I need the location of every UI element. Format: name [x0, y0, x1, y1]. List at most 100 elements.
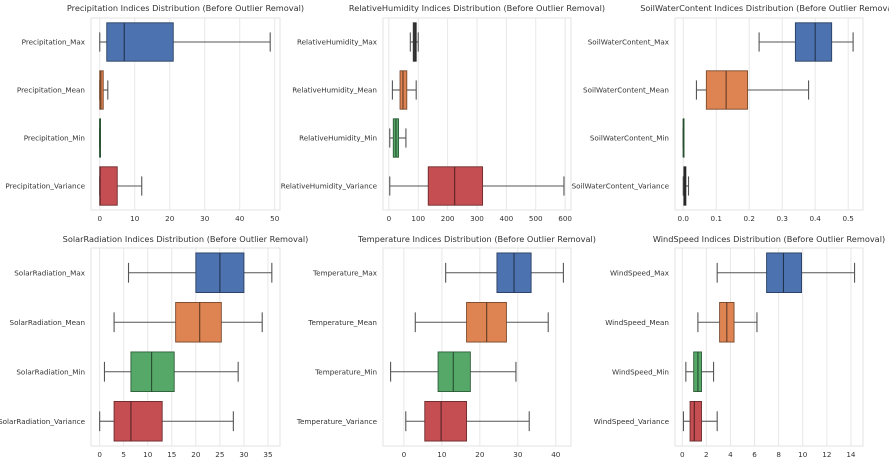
x-tick-label: 12: [822, 450, 831, 459]
box-Temperature_Mean: Temperature_Mean: [307, 302, 549, 343]
x-tick-label: 10: [437, 450, 447, 459]
x-tick-label: 2: [704, 450, 709, 459]
category-label: SoilWaterContent_Max: [588, 38, 670, 47]
chart-panel-2: RelativeHumidity Indices Distribution (B…: [281, 3, 605, 223]
plot-frame: [382, 247, 572, 447]
x-tick-label: 0: [97, 214, 102, 223]
plot-frame: [382, 17, 572, 211]
box-body: [794, 22, 833, 62]
box-body: [130, 351, 175, 393]
box-body: [705, 70, 749, 110]
category-label: WindSpeed_Variance: [594, 417, 670, 426]
category-label: Precipitation_Max: [22, 38, 86, 47]
box-SolarRadiation_Min: SolarRadiation_Min: [16, 351, 239, 393]
x-tick-label: 0.0: [678, 214, 690, 223]
box-Precipitation_Max: Precipitation_Max: [22, 22, 271, 62]
chart-title: Precipitation Indices Distribution (Befo…: [67, 3, 304, 13]
box-WindSpeed_Min: WindSpeed_Min: [612, 351, 715, 393]
category-label: SoilWaterContent_Mean: [583, 86, 669, 95]
x-tick-label: 0: [387, 214, 392, 223]
box-Temperature_Min: Temperature_Min: [314, 351, 517, 393]
category-label: WindSpeed_Mean: [605, 318, 669, 327]
x-tick-label: 0: [402, 450, 407, 459]
chart-panel-3: SoilWaterContent Indices Distribution (B…: [572, 3, 889, 223]
x-tick-label: 10: [130, 214, 140, 223]
x-tick-label: 0.2: [743, 214, 754, 223]
x-tick-label: 100: [411, 214, 425, 223]
x-tick-label: 200: [441, 214, 455, 223]
category-label: RelativeHumidity_Max: [297, 38, 378, 47]
box-Precipitation_Min: Precipitation_Min: [24, 118, 102, 158]
x-tick-label: 30: [513, 450, 523, 459]
chart-title: Temperature Indices Distribution (Before…: [357, 234, 596, 244]
box-body: [175, 302, 222, 343]
x-tick-label: 0: [680, 450, 685, 459]
box-RelativeHumidity_Max: RelativeHumidity_Max: [297, 22, 419, 62]
category-label: WindSpeed_Min: [612, 367, 669, 376]
x-tick-label: 50: [270, 214, 280, 223]
box-SolarRadiation_Max: SolarRadiation_Max: [14, 252, 273, 293]
x-tick-label: 600: [558, 214, 572, 223]
box-body: [99, 166, 118, 206]
box-RelativeHumidity_Variance: RelativeHumidity_Variance: [281, 166, 565, 206]
x-tick-label: 30: [239, 450, 249, 459]
plot-frame: [90, 17, 281, 211]
category-label: Precipitation_Min: [24, 134, 85, 143]
category-label: Precipitation_Variance: [5, 182, 85, 191]
category-label: Temperature_Min: [314, 367, 377, 376]
x-tick-label: 0.3: [776, 214, 787, 223]
x-tick-label: 20: [191, 450, 201, 459]
category-label: RelativeHumidity_Min: [299, 134, 377, 143]
box-body: [113, 401, 163, 442]
x-tick-label: 20: [475, 450, 485, 459]
box-SoilWaterContent_Max: SoilWaterContent_Max: [588, 22, 854, 62]
x-tick-label: 10: [798, 450, 808, 459]
box-SolarRadiation_Variance: SolarRadiation_Variance: [0, 401, 234, 442]
x-tick-label: 5: [121, 450, 126, 459]
box-SolarRadiation_Mean: SolarRadiation_Mean: [10, 302, 263, 343]
chart-panel-4: SolarRadiation Indices Distribution (Bef…: [0, 234, 308, 459]
x-tick-label: 300: [470, 214, 484, 223]
box-body: [766, 252, 802, 293]
x-tick-label: 35: [263, 450, 272, 459]
box-RelativeHumidity_Mean: RelativeHumidity_Mean: [292, 70, 417, 110]
chart-panel-1: Precipitation Indices Distribution (Befo…: [5, 3, 304, 223]
x-tick-label: 500: [529, 214, 543, 223]
x-tick-label: 30: [200, 214, 210, 223]
x-tick-label: 0.4: [809, 214, 821, 223]
x-tick-label: 0.1: [711, 214, 722, 223]
box-Temperature_Max: Temperature_Max: [312, 252, 564, 293]
category-label: RelativeHumidity_Variance: [281, 182, 378, 191]
plot-frame: [90, 247, 281, 447]
x-tick-label: 10: [143, 450, 153, 459]
box-Temperature_Variance: Temperature_Variance: [296, 401, 530, 442]
chart-panel-5: Temperature Indices Distribution (Before…: [296, 234, 596, 459]
x-tick-label: 14: [846, 450, 856, 459]
chart-title: SoilWaterContent Indices Distribution (B…: [640, 3, 889, 13]
category-label: RelativeHumidity_Mean: [292, 86, 377, 95]
category-label: SoilWaterContent_Variance: [572, 182, 670, 191]
category-label: WindSpeed_Max: [610, 268, 670, 277]
x-tick-label: 25: [215, 450, 224, 459]
box-body: [106, 22, 174, 62]
box-body: [427, 166, 484, 206]
plot-frame: [674, 247, 864, 447]
plot-frame: [674, 17, 864, 211]
category-label: SolarRadiation_Variance: [0, 417, 86, 426]
box-WindSpeed_Variance: WindSpeed_Variance: [594, 401, 718, 442]
category-label: SolarRadiation_Min: [16, 367, 85, 376]
category-label: Temperature_Variance: [296, 417, 378, 426]
x-tick-label: 8: [776, 450, 781, 459]
x-tick-label: 4: [728, 450, 733, 459]
box-SoilWaterContent_Variance: SoilWaterContent_Variance: [572, 166, 690, 206]
category-label: SolarRadiation_Mean: [10, 318, 85, 327]
box-SoilWaterContent_Min: SoilWaterContent_Min: [590, 118, 685, 158]
box-WindSpeed_Max: WindSpeed_Max: [610, 252, 856, 293]
category-label: Precipitation_Mean: [17, 86, 85, 95]
x-tick-label: 0: [97, 450, 102, 459]
chart-panel-6: WindSpeed Indices Distribution (Before O…: [594, 234, 885, 459]
box-body: [99, 70, 104, 110]
chart-title: SolarRadiation Indices Distribution (Bef…: [63, 234, 309, 244]
box-Precipitation_Variance: Precipitation_Variance: [5, 166, 143, 206]
